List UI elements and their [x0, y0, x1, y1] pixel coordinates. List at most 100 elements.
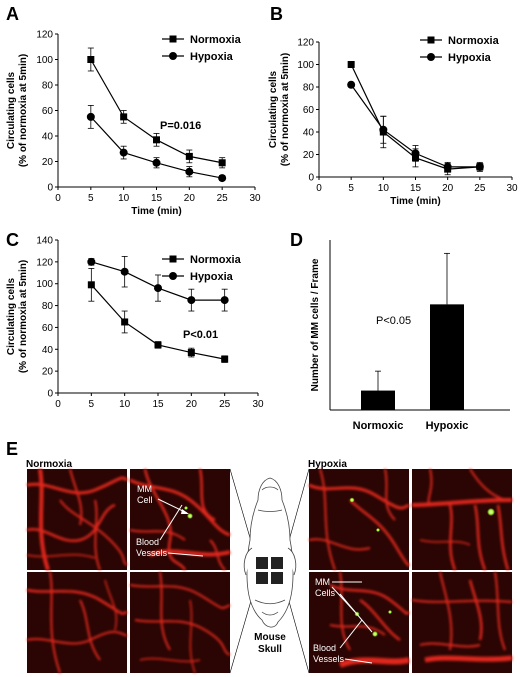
chart-c-y-tick-label: 60 [42, 323, 54, 334]
chart-a-y-tick-label: 100 [36, 55, 53, 66]
chart-b-y-label: Circulating cells [268, 70, 279, 148]
chart-b-x-tick-label: 30 [506, 183, 518, 194]
chart-b: 0 5 10 15 20 25 30 0 20 40 60 80 100 120 Time (min) Cir… [268, 35, 518, 207]
chart-c-x-tick-label: 20 [186, 399, 198, 410]
skull-label-line1: Mouse [254, 632, 286, 643]
chart-c-y-tick-label: 20 [42, 367, 54, 378]
chart-a-y-tick-label: 0 [47, 183, 53, 194]
chart-c-legend-label: Normoxia [190, 254, 242, 266]
chart-c-point-square [87, 281, 95, 289]
chart-b-x-tick-label: 15 [410, 183, 422, 194]
chart-b-y-tick-label: 20 [303, 150, 315, 161]
chart-d-annotation: P<0.05 [376, 315, 411, 327]
chart-c-legend-label: Hypoxia [190, 271, 234, 283]
chart-b-y-tick-label: 60 [303, 105, 315, 116]
chart-a-y-label-2: (% of normoxia at 5min) [18, 54, 29, 167]
chart-c-point-square [121, 318, 129, 326]
chart-b-point-circle [411, 149, 420, 158]
chart-b-point-circle [443, 162, 452, 171]
normoxia-image-top-left [26, 468, 128, 571]
chart-a-point-square [153, 136, 160, 144]
hypoxia-mm-cells-line1: MM [315, 577, 330, 587]
chart-c-point-circle [187, 296, 196, 305]
chart-b-y-tick-label: 80 [303, 83, 315, 94]
chart-c-x-tick-label: 30 [252, 399, 264, 410]
hypoxia-blood-vessels-line1: Blood [313, 643, 336, 653]
chart-a-point-square [120, 113, 128, 121]
chart-b-y-tick-label: 120 [297, 38, 314, 49]
chart-c-x-tick-label: 25 [219, 399, 231, 410]
chart-b-legend-label: Normoxia [448, 35, 500, 47]
chart-b-legend-marker [427, 53, 435, 61]
chart-a-point-square [87, 56, 95, 63]
chart-a-series-line-1 [90, 116, 223, 179]
chart-a-x-tick-label: 15 [151, 193, 163, 204]
skull-label-line2: Skull [258, 644, 282, 655]
mouse-skull-icon [243, 477, 297, 628]
chart-a-point-square [218, 159, 226, 167]
chart-b-point-square [347, 61, 355, 68]
normoxia-image-top-right [129, 468, 231, 571]
normoxia-image-bottom-right [129, 571, 231, 674]
chart-a-x-tick-label: 25 [217, 193, 229, 204]
chart-a-y-tick-label: 80 [42, 81, 54, 92]
chart-a-legend-marker [169, 35, 177, 43]
chart-c-y-tick-label: 80 [42, 301, 54, 312]
chart-d: Normoxic Hypoxic Number of MM cells / Fram… [310, 240, 510, 432]
chart-c: 0 5 10 15 20 25 30 0 20 40 60 80 100 120 140 Circulatin… [6, 236, 264, 411]
chart-b-x-tick-label: 25 [474, 183, 486, 194]
chart-d-category-label: Hypoxic [426, 420, 469, 432]
chart-a-legend-label: Normoxia [190, 34, 242, 46]
chart-a-series-line-0 [90, 59, 223, 164]
chart-c-point-circle [220, 296, 229, 305]
chart-a-y-tick-label: 60 [42, 106, 54, 117]
chart-c-y-tick-label: 100 [36, 279, 53, 290]
chart-c-y-tick-label: 140 [36, 236, 53, 247]
mm-cell-label-line1: MM [137, 484, 152, 494]
chart-a: 0 5 10 15 20 25 30 0 20 40 60 80 100 120 Time (min) Cir… [6, 30, 261, 218]
hypoxia-image-bottom-left [309, 571, 410, 673]
chart-a-x-tick-label: 10 [118, 193, 130, 204]
chart-d-bar [361, 390, 395, 410]
chart-a-y-tick-label: 40 [42, 132, 54, 143]
chart-c-y-tick-label: 40 [42, 345, 54, 356]
panel-letter-b: B [270, 4, 283, 24]
chart-a-x-tick-label: 20 [184, 193, 196, 204]
chart-b-point-circle [347, 80, 356, 89]
chart-d-bar [430, 304, 464, 410]
chart-c-x-tick-label: 0 [55, 399, 61, 410]
chart-a-point-circle [185, 167, 194, 176]
mm-cell-dot [187, 513, 193, 519]
blood-vessels-label-line1: Blood [136, 537, 159, 547]
chart-b-y-label-2: (% of normoxia at 5min) [280, 53, 291, 166]
chart-a-legend-label: Hypoxia [190, 51, 234, 63]
chart-c-x-tick-label: 5 [89, 399, 95, 410]
chart-b-point-circle [475, 162, 484, 171]
normoxia-title: Normoxia [26, 459, 73, 470]
chart-a-point-circle [152, 158, 161, 167]
panel-letter-a: A [6, 4, 19, 24]
chart-a-y-label: Circulating cells [6, 71, 17, 149]
chart-b-y-tick-label: 40 [303, 128, 315, 139]
hypoxia-image-bottom-right [411, 571, 513, 673]
mm-cell-label-line2: Cell [137, 495, 153, 505]
chart-c-x-tick-label: 15 [152, 399, 164, 410]
chart-a-x-tick-label: 30 [249, 193, 261, 204]
chart-c-point-square [221, 355, 229, 363]
chart-c-point-square [154, 341, 162, 349]
chart-b-x-tick-label: 0 [316, 183, 322, 194]
hypoxia-mm-cells-line2: Cells [315, 588, 336, 598]
chart-a-x-tick-label: 0 [55, 193, 61, 204]
chart-c-annotation: P<0.01 [183, 329, 218, 341]
chart-c-point-circle [120, 267, 129, 276]
hypoxia-image-top-left [308, 468, 411, 571]
chart-b-legend-label: Hypoxia [448, 52, 492, 64]
chart-b-legend-marker [427, 36, 435, 44]
chart-c-point-circle [154, 284, 162, 293]
panel-letter-d: D [290, 230, 303, 250]
chart-c-y-tick-label: 120 [36, 257, 53, 268]
chart-a-legend-marker [169, 52, 177, 60]
chart-a-point-circle [119, 148, 128, 157]
chart-d-category-label: Normoxic [353, 420, 404, 432]
chart-c-y-tick-label: 0 [47, 389, 53, 400]
